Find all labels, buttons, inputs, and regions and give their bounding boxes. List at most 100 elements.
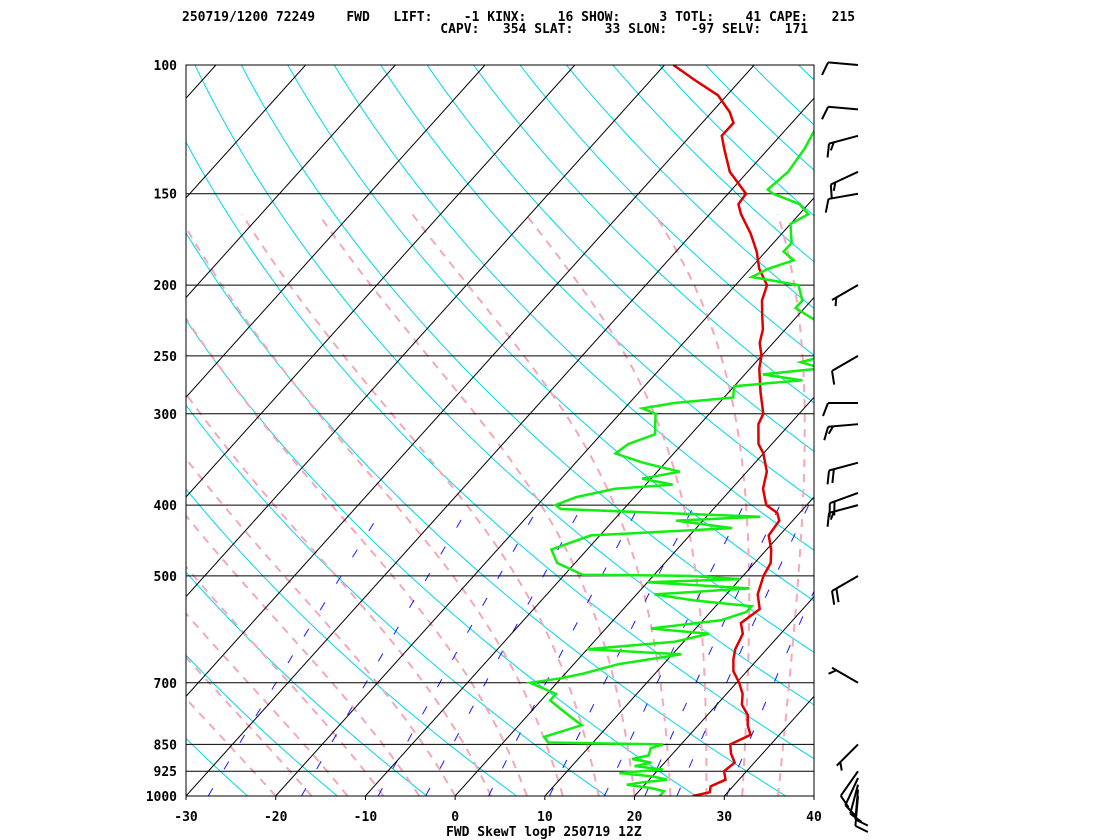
moist-adiabat-line (186, 612, 349, 796)
pressure-tick-label: 200 (154, 279, 178, 294)
header-line-2: CAPV: 354 SLAT: 33 SLON: -97 SELV: 171 (182, 22, 809, 37)
pressure-tick-label: 500 (154, 570, 178, 585)
sounding-traces (525, 65, 814, 796)
dry-adiabat-line (194, 65, 814, 706)
dry-adiabat-line (186, 404, 607, 796)
dry-adiabat-line (186, 737, 248, 796)
dry-adiabat-line (938, 65, 1120, 796)
dry-adiabat-line (892, 65, 1120, 796)
temperature-tick-label: 40 (806, 810, 822, 825)
dry-adiabat-line (186, 231, 786, 796)
dry-adiabat-lines (186, 65, 1120, 796)
wind-barb-staff (854, 789, 859, 820)
isotherm-line (186, 65, 217, 99)
moist-adiabat-line (524, 213, 708, 796)
dry-adiabat-line (186, 319, 697, 796)
isotherm-line (365, 296, 814, 796)
temperature-tick-labels: -30 -20 -10 0 10 20 30 40 (174, 796, 822, 825)
wind-barb (826, 134, 859, 158)
isotherm-line (454, 396, 814, 796)
wind-barb (831, 284, 859, 307)
wind-barb (839, 770, 859, 808)
pressure-tick-label: 300 (154, 408, 178, 423)
dry-adiabat-line (658, 65, 814, 217)
dry-adiabat-line (845, 65, 1120, 796)
temperature-tick-label: 20 (627, 810, 643, 825)
mixing-ratio-line (726, 590, 814, 796)
wind-barb (836, 743, 859, 771)
isotherm-line (186, 65, 576, 498)
wind-barb (822, 402, 858, 417)
isotherm-line (186, 97, 814, 796)
wind-barb-staff (829, 492, 859, 505)
dry-adiabat-line (186, 571, 428, 796)
wind-barb-staff (844, 777, 859, 806)
dry-adiabat-line (798, 65, 814, 81)
pressure-tick-label: 250 (154, 350, 178, 365)
dry-adiabat-line (186, 141, 814, 760)
moist-adiabat-line (186, 225, 564, 796)
dry-adiabat-line (287, 65, 814, 602)
wind-barb-feather (854, 818, 869, 827)
wind-barb-feather (824, 198, 830, 213)
wind-barb-feather (829, 184, 833, 199)
wind-barb-staff (828, 105, 859, 111)
moist-adiabat-line (653, 213, 751, 796)
wind-barb (824, 192, 859, 213)
wind-barb (821, 61, 859, 76)
wind-barb-feather (823, 426, 830, 441)
wind-barb-feather (831, 370, 836, 385)
wind-barb-feather (827, 425, 834, 435)
wind-barb-feather (834, 297, 838, 307)
temperature-tick-label: 10 (537, 810, 553, 825)
wind-barb-feather (839, 795, 850, 808)
wind-barb-feather (826, 143, 831, 158)
wind-barb (844, 777, 859, 816)
dry-adiabat-line (984, 65, 1120, 796)
wind-barb-feather (854, 824, 869, 833)
moist-adiabat-line (186, 457, 456, 796)
wind-barbs (821, 61, 869, 833)
wind-barb (831, 575, 859, 605)
dry-adiabat-line (566, 65, 814, 309)
wind-barb-feather (821, 61, 830, 76)
pressure-tick-label: 1000 (146, 790, 177, 805)
moist-adiabat-line (186, 565, 385, 796)
moist-adiabat-line (186, 655, 313, 796)
wind-barb-feather (828, 669, 837, 675)
dry-adiabat-line (473, 65, 814, 404)
header-line-1: 250719/1200 72249 FWD LIFT: -1 KINX: 16 … (182, 10, 856, 25)
temperature-trace (672, 65, 781, 796)
wind-barb-feather (822, 402, 829, 417)
wind-barb (821, 105, 859, 120)
wind-barb-staff (849, 784, 859, 814)
wind-barb-feather (835, 588, 840, 603)
dry-adiabat-line (380, 65, 814, 501)
wind-barb (828, 666, 859, 684)
dry-adiabat-line (1031, 65, 1120, 796)
plot-frame (185, 64, 815, 797)
temperature-tick-label: -30 (174, 810, 198, 825)
wind-barb (826, 504, 859, 527)
isotherm-line (186, 65, 486, 398)
wind-barb (828, 492, 859, 518)
wind-barb-feather (844, 804, 856, 816)
temperature-tick-label: 0 (451, 810, 459, 825)
isotherm-lines (0, 65, 814, 796)
isotherm-line (0, 65, 126, 796)
wind-barb (849, 784, 863, 823)
moist-adiabat-line (186, 697, 277, 796)
dewpoint-trace (525, 128, 814, 796)
pressure-tick-label: 150 (154, 188, 178, 203)
isotherm-line (186, 65, 665, 598)
dry-adiabat-line (240, 65, 814, 654)
isotherm-line (186, 65, 396, 299)
dry-adiabat-line (186, 654, 338, 796)
wind-barb-staff (828, 192, 859, 200)
dry-adiabat-line (519, 65, 814, 356)
dry-adiabat-line (333, 65, 814, 551)
mixing-ratio-line (644, 504, 781, 796)
pressure-tick-label: 850 (154, 738, 178, 753)
wind-barb-feather (821, 106, 830, 120)
pressure-tick-label: 925 (154, 765, 177, 780)
